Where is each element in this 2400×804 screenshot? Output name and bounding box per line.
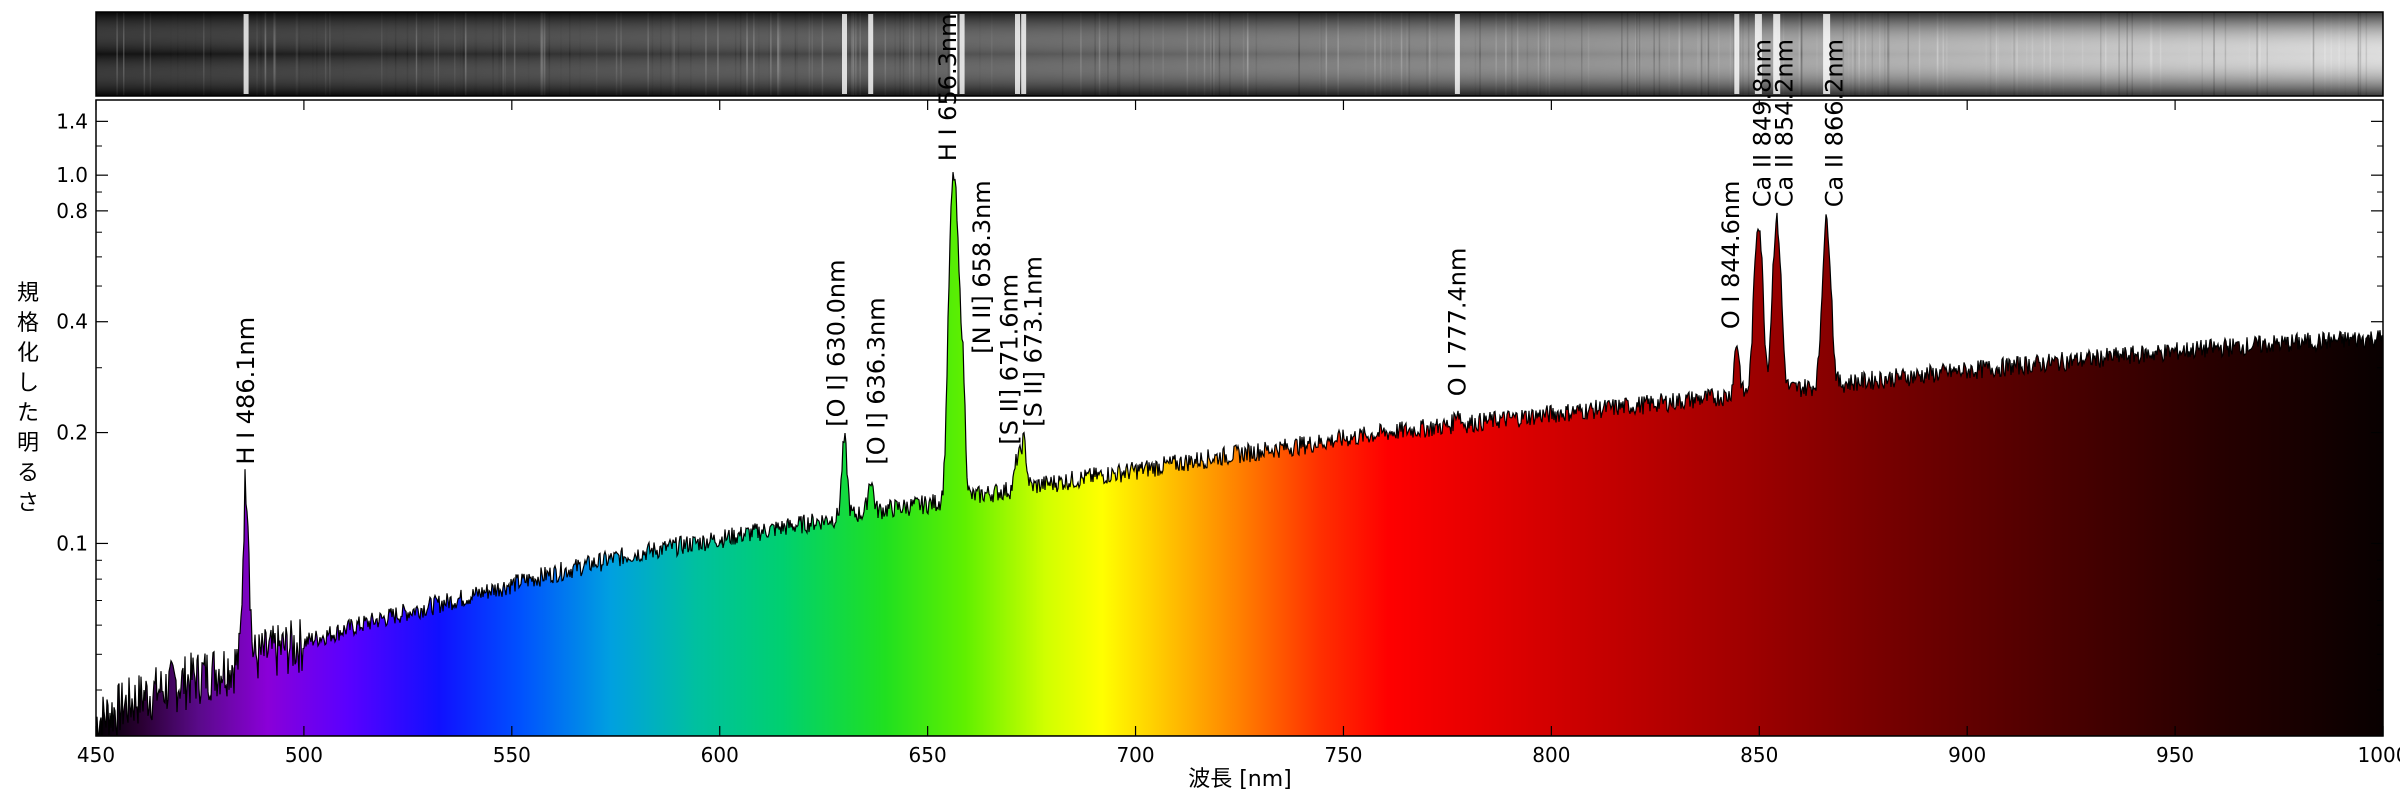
y-axis-label-char: た (17, 401, 39, 426)
x-axis-label: 波長 [nm] (1188, 767, 1292, 792)
emission-line-label: Ca II 866.2nm (1821, 39, 1849, 207)
x-tick-label: 700 (1116, 743, 1154, 767)
strip-vignette (96, 12, 2383, 96)
x-tick-label: 450 (77, 743, 115, 767)
strip-line-0 (244, 14, 249, 94)
y-tick-label: 0.2 (56, 421, 88, 445)
x-tick-label: 850 (1740, 743, 1778, 767)
emission-line-label: [N II] 658.3nm (968, 180, 996, 353)
y-axis-label-char: 格 (17, 311, 39, 336)
y-tick-label: 0.4 (56, 310, 88, 334)
y-axis-label-char: さ (17, 491, 39, 516)
emission-line-label: O I 777.4nm (1443, 248, 1471, 397)
strip-line-8 (1734, 14, 1739, 94)
y-tick-label: 0.8 (56, 199, 88, 223)
y-axis-label-char: し (17, 371, 39, 396)
y-axis-label-char: 明 (17, 431, 39, 456)
spectral-image-strip (96, 12, 2383, 96)
spectrum-series (96, 172, 2383, 736)
strip-line-7 (1455, 14, 1460, 94)
emission-line-label: [O I] 636.3nm (863, 297, 891, 464)
x-tick-label: 500 (285, 743, 323, 767)
y-axis-label-char: 規 (17, 281, 39, 306)
x-tick-label: 750 (1324, 743, 1362, 767)
strip-line-2 (868, 14, 873, 94)
strip-line-1 (842, 14, 847, 94)
y-axis-label-char: る (17, 461, 39, 486)
plot-area (96, 172, 2383, 736)
emission-line-label: Ca II 854.2nm (1771, 39, 1799, 207)
y-axis-label-char: 化 (17, 341, 39, 366)
x-tick-label: 650 (909, 743, 947, 767)
x-tick-label: 900 (1948, 743, 1986, 767)
emission-line-label: [S II] 673.1nm (1020, 256, 1048, 427)
y-tick-label: 1.4 (56, 109, 88, 133)
strip-line-5 (1015, 14, 1020, 94)
emission-line-label: H I 656.3nm (934, 14, 962, 162)
emission-line-label: O I 844.6nm (1717, 181, 1745, 330)
strip-line-6 (1021, 14, 1026, 94)
emission-line-label: H I 486.1nm (232, 317, 260, 465)
x-tick-label: 600 (701, 743, 739, 767)
x-tick-label: 950 (2156, 743, 2194, 767)
emission-line-label: [O I] 630.0nm (823, 260, 851, 427)
x-tick-label: 550 (493, 743, 531, 767)
y-tick-label: 0.1 (56, 531, 88, 555)
x-tick-label: 800 (1532, 743, 1570, 767)
y-tick-label: 1.0 (56, 163, 88, 187)
